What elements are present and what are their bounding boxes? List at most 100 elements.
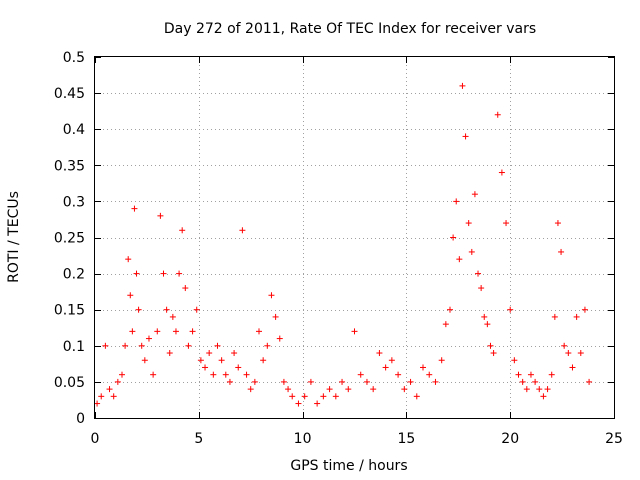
data-point: [172, 328, 179, 335]
data-point: [314, 400, 321, 407]
data-point: [141, 357, 148, 364]
data-point: [226, 378, 233, 385]
data-point: [459, 82, 466, 89]
y-tick-label: 0.3: [63, 194, 85, 210]
data-point: [548, 371, 555, 378]
data-point: [272, 313, 279, 320]
data-point: [264, 342, 271, 349]
y-tick-label: 0.1: [63, 339, 85, 355]
data-point: [160, 270, 167, 277]
data-point: [179, 227, 186, 234]
data-point: [471, 191, 478, 198]
data-point: [507, 306, 514, 313]
data-point: [193, 306, 200, 313]
data-point: [370, 386, 377, 393]
data-point: [503, 220, 510, 227]
axes-layer: 0 5 10 15 20 25 0 0.05 0.1 0.15 0.2 0.25 0.3 0.35 0.4 0…: [54, 50, 623, 447]
data-point: [145, 335, 152, 342]
data-point: [260, 357, 267, 364]
data-point: [231, 350, 238, 357]
points-layer: [94, 82, 593, 407]
data-point: [395, 371, 402, 378]
data-point: [135, 306, 142, 313]
data-point: [490, 350, 497, 357]
data-point: [339, 378, 346, 385]
data-point: [345, 386, 352, 393]
data-point: [515, 371, 522, 378]
data-point: [307, 378, 314, 385]
data-point: [475, 270, 482, 277]
data-point: [110, 393, 117, 400]
data-point: [182, 285, 189, 292]
data-point: [401, 386, 408, 393]
data-point: [301, 393, 308, 400]
data-point: [536, 386, 543, 393]
data-point: [478, 285, 485, 292]
data-point: [332, 393, 339, 400]
data-point: [527, 371, 534, 378]
data-point: [169, 313, 176, 320]
data-point: [218, 357, 225, 364]
data-point: [462, 133, 469, 140]
y-tick-label: 0.4: [63, 122, 85, 138]
data-point: [154, 328, 161, 335]
data-point: [561, 342, 568, 349]
data-point: [129, 328, 136, 335]
data-point: [573, 313, 580, 320]
data-point: [484, 321, 491, 328]
grid-layer: [95, 57, 614, 418]
data-point: [376, 350, 383, 357]
data-point: [351, 328, 358, 335]
data-point: [114, 378, 121, 385]
y-axis-label: ROTI / TECUs: [6, 191, 22, 283]
data-point: [176, 270, 183, 277]
y-tick-label: 0.35: [54, 158, 85, 174]
x-tick-label: 15: [397, 431, 415, 447]
x-tick-label: 20: [501, 431, 519, 447]
data-point: [295, 400, 302, 407]
data-point: [540, 393, 547, 400]
data-point: [214, 342, 221, 349]
data-point: [426, 371, 433, 378]
data-point: [519, 378, 526, 385]
data-point: [122, 342, 129, 349]
data-point: [554, 220, 561, 227]
data-point: [544, 386, 551, 393]
data-point: [166, 350, 173, 357]
chart-title: Day 272 of 2011, Rate Of TEC Index for r…: [164, 21, 536, 37]
data-point: [456, 256, 463, 263]
data-point: [432, 378, 439, 385]
data-point: [102, 342, 109, 349]
data-point: [197, 357, 204, 364]
data-point: [498, 169, 505, 176]
data-point: [150, 371, 157, 378]
data-point: [494, 111, 501, 118]
data-point: [357, 371, 364, 378]
data-point: [280, 378, 287, 385]
data-point: [206, 350, 213, 357]
plot-frame: [94, 56, 615, 419]
data-point: [268, 292, 275, 299]
data-point: [453, 198, 460, 205]
data-point: [438, 357, 445, 364]
data-point: [247, 386, 254, 393]
data-point: [127, 292, 134, 299]
y-tick-label: 0.25: [54, 231, 85, 247]
data-point: [98, 393, 105, 400]
data-point: [276, 335, 283, 342]
data-point: [442, 321, 449, 328]
data-point: [256, 328, 263, 335]
data-point: [202, 364, 209, 371]
data-point: [532, 378, 539, 385]
data-point: [363, 378, 370, 385]
data-point: [222, 371, 229, 378]
data-point: [468, 248, 475, 255]
data-point: [581, 306, 588, 313]
data-point: [138, 342, 145, 349]
data-point: [239, 227, 246, 234]
data-point: [446, 306, 453, 313]
y-tick-label: 0.15: [54, 303, 85, 319]
data-point: [210, 371, 217, 378]
data-point: [133, 270, 140, 277]
